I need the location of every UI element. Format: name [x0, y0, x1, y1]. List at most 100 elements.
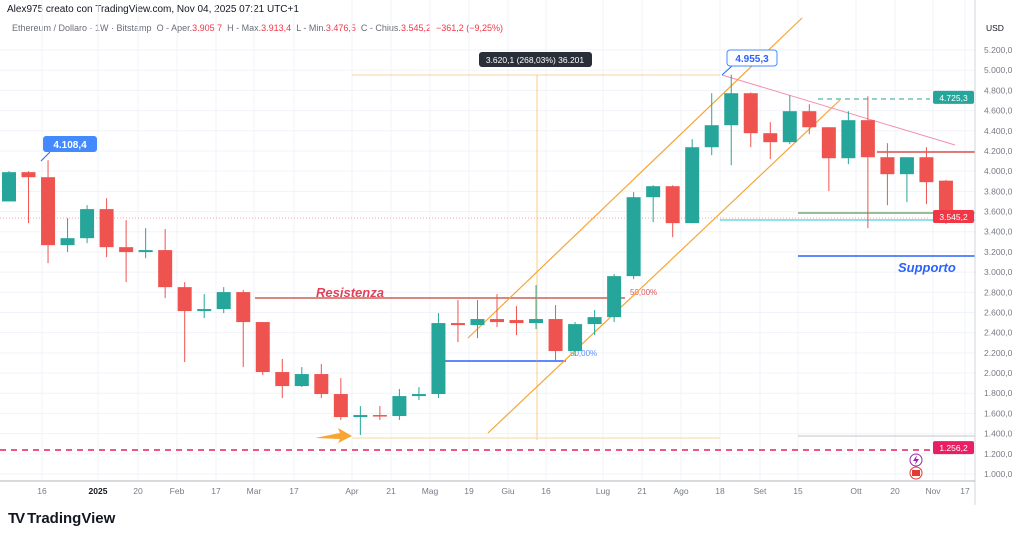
fib-blue-label: 50,00% [570, 349, 597, 358]
candle[interactable] [685, 139, 700, 224]
candle[interactable] [372, 406, 387, 420]
candle[interactable] [919, 147, 934, 205]
candle[interactable] [431, 313, 446, 399]
measure-tooltip [479, 52, 592, 67]
candle[interactable] [60, 218, 75, 253]
close-value: 3.545,2 [400, 23, 431, 33]
candle[interactable] [333, 378, 348, 420]
candle-body [626, 197, 641, 277]
candle[interactable] [197, 294, 212, 319]
candle[interactable] [587, 310, 602, 336]
arrow-icon [315, 428, 352, 443]
candle-body [938, 180, 953, 218]
candle[interactable] [216, 287, 231, 314]
candle[interactable] [314, 364, 329, 399]
candle[interactable] [275, 359, 290, 399]
tv-logo-icon: TV [8, 510, 25, 527]
candle-body [509, 320, 524, 324]
channel-lower[interactable] [487, 99, 841, 434]
candle[interactable] [236, 290, 251, 368]
time-tick: 19 [464, 486, 474, 496]
time-tick: 2025 [89, 486, 108, 496]
candle[interactable] [568, 322, 583, 357]
callout-high-text: 4.955,3 [735, 54, 769, 65]
time-tick: Nov [925, 486, 941, 496]
callout-high-box[interactable] [726, 49, 778, 67]
price-label [933, 441, 974, 455]
price-tick: 2.200,0 [984, 348, 1013, 358]
candle-body [841, 120, 856, 159]
candle-body [607, 276, 622, 318]
candle[interactable] [490, 294, 504, 328]
fib-red-label: 50,00% [630, 288, 657, 297]
candle[interactable] [392, 389, 407, 420]
candle[interactable] [665, 185, 680, 238]
callouts[interactable]: 4.108,4 4.955,3 3.620,1 (268,03%) 36.201 [40, 49, 778, 162]
time-axis[interactable]: 16 2025 20 Feb 17 Mar 17 Apr 21 Mag 19 Giu 16 Lug 21 Ag… [0, 480, 975, 496]
candle-body [333, 394, 348, 418]
candle[interactable] [841, 111, 856, 165]
change-value: −361,2 (−9,25%) [435, 23, 504, 33]
candle[interactable] [782, 95, 797, 145]
chart-icons[interactable] [909, 453, 923, 480]
candle[interactable] [646, 185, 661, 223]
candle[interactable] [411, 387, 426, 401]
time-tick: 17 [289, 486, 299, 496]
candle[interactable] [255, 322, 270, 376]
price-tick: 3.800,0 [984, 186, 1013, 196]
candle[interactable] [607, 274, 622, 323]
candle[interactable] [177, 282, 192, 363]
candle[interactable] [119, 220, 134, 283]
candle[interactable] [548, 305, 563, 363]
measure-text: 3.620,1 (268,03%) 36.201 [486, 55, 585, 65]
candle[interactable] [704, 93, 719, 156]
candle-body [372, 415, 387, 417]
candle[interactable] [626, 192, 641, 280]
price-label-text: 3.545,2 [939, 212, 968, 222]
candle[interactable] [41, 160, 56, 264]
candle[interactable] [138, 228, 153, 259]
symbol-name[interactable]: Ethereum / Dollaro · 1W · Bitstamp [12, 23, 152, 33]
time-tick: 16 [541, 486, 551, 496]
candle[interactable] [80, 205, 95, 244]
candle[interactable] [509, 306, 524, 336]
price-tick: 4.200,0 [984, 146, 1013, 156]
candle[interactable] [802, 104, 817, 135]
price-tick: 1.200,0 [984, 449, 1013, 459]
price-tick: 2.400,0 [984, 328, 1013, 338]
candle[interactable] [470, 300, 485, 339]
low-value: 3.476,5 [325, 23, 356, 33]
candle[interactable] [724, 74, 739, 166]
candle[interactable] [860, 96, 875, 229]
currency-label: USD [986, 23, 1004, 33]
channel-upper[interactable] [467, 17, 803, 339]
time-tick: Mag [422, 486, 439, 496]
candle[interactable] [880, 143, 895, 206]
candle[interactable] [763, 122, 778, 160]
downtrend-line[interactable] [721, 74, 956, 146]
candle-body [860, 120, 875, 158]
price-tick: 3.400,0 [984, 227, 1013, 237]
time-tick: Feb [170, 486, 185, 496]
price-tick: 4.400,0 [984, 126, 1013, 136]
candle[interactable] [158, 229, 173, 299]
price-chart[interactable]: Resistenza 50,00% 50,00% Supporto 4.108,… [0, 0, 1024, 505]
time-tick: 20 [890, 486, 900, 496]
candle[interactable] [2, 171, 16, 202]
candle[interactable] [450, 300, 465, 343]
candle-body [724, 93, 739, 126]
candle[interactable] [294, 367, 309, 388]
candle[interactable] [743, 92, 758, 148]
candle[interactable] [529, 285, 544, 330]
callout-low-box[interactable] [43, 136, 97, 152]
candle[interactable] [353, 406, 368, 436]
price-axis[interactable]: USD 5.200,0 5.000,0 4.800,0 4.600,0 4.400,0 4… [933, 0, 1013, 505]
drawings[interactable]: Resistenza 50,00% 50,00% Supporto [0, 17, 975, 451]
price-tick: 3.600,0 [984, 207, 1013, 217]
candle-body [548, 319, 563, 352]
candle-body [353, 415, 368, 418]
candle[interactable] [99, 198, 114, 258]
candle[interactable] [821, 127, 836, 192]
candle[interactable] [21, 171, 36, 224]
candle[interactable] [899, 157, 914, 203]
